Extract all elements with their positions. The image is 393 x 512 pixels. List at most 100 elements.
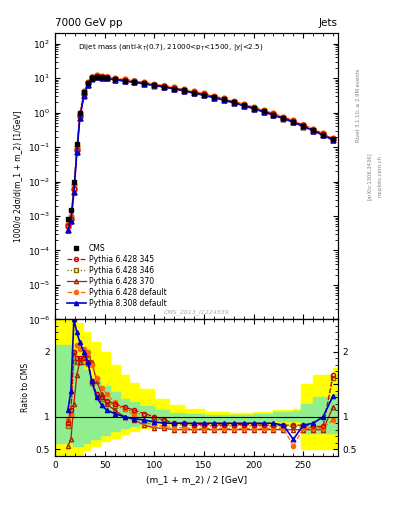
Pythia 6.428 345	[261, 108, 266, 114]
Pythia 8.308 default	[89, 76, 94, 82]
CMS	[291, 118, 296, 124]
Text: mcplots.cern.ch: mcplots.cern.ch	[378, 155, 383, 198]
Pythia 8.308 default	[192, 90, 196, 96]
Pythia 6.428 default	[162, 82, 167, 89]
Pythia 8.308 default	[81, 93, 86, 99]
Pythia 6.428 346	[291, 118, 296, 124]
Pythia 6.428 345	[132, 78, 137, 84]
Pythia 6.428 345	[66, 223, 70, 229]
CMS	[182, 88, 186, 94]
Pythia 6.428 345	[85, 80, 90, 87]
Pythia 6.428 345	[75, 147, 79, 154]
Pythia 6.428 default	[104, 74, 109, 80]
Pythia 6.428 346	[112, 76, 117, 82]
Pythia 6.428 346	[271, 111, 276, 117]
Pythia 6.428 346	[72, 186, 76, 193]
Pythia 6.428 default	[331, 135, 335, 141]
Pythia 6.428 default	[72, 182, 76, 188]
Pythia 6.428 345	[182, 87, 186, 93]
Pythia 6.428 346	[311, 126, 316, 133]
Pythia 8.308 default	[72, 189, 76, 195]
Pythia 6.428 default	[291, 117, 296, 123]
Pythia 6.428 346	[75, 147, 79, 154]
Pythia 6.428 default	[192, 89, 196, 95]
Pythia 6.428 370	[211, 95, 216, 101]
CMS	[202, 92, 206, 98]
Pythia 8.308 default	[132, 79, 137, 86]
CMS	[66, 216, 70, 222]
Pythia 8.308 default	[231, 100, 236, 106]
CMS	[311, 126, 316, 133]
Pythia 6.428 370	[72, 189, 76, 195]
Pythia 6.428 345	[68, 216, 73, 222]
Pythia 6.428 346	[85, 80, 90, 87]
Pythia 8.308 default	[281, 115, 286, 121]
Pythia 8.308 default	[75, 150, 79, 156]
Pythia 6.428 default	[261, 107, 266, 113]
CMS	[152, 82, 157, 88]
Pythia 6.428 default	[152, 81, 157, 87]
Pythia 6.428 346	[99, 74, 104, 80]
Pythia 6.428 370	[122, 78, 127, 84]
CMS	[172, 86, 176, 92]
Pythia 8.308 default	[112, 77, 117, 83]
Pythia 6.428 370	[172, 86, 176, 92]
Pythia 6.428 346	[142, 80, 147, 86]
CMS	[75, 141, 79, 147]
Pythia 6.428 346	[172, 85, 176, 91]
Pythia 6.428 346	[211, 94, 216, 100]
Pythia 6.428 346	[66, 223, 70, 229]
Pythia 6.428 default	[89, 74, 94, 80]
Pythia 6.428 370	[81, 92, 86, 98]
CMS	[301, 122, 306, 129]
Pythia 6.428 346	[261, 108, 266, 114]
Pythia 6.428 370	[261, 109, 266, 115]
Pythia 6.428 346	[104, 74, 109, 80]
Pythia 6.428 346	[152, 81, 157, 88]
Pythia 6.428 370	[132, 79, 137, 86]
Pythia 8.308 default	[152, 82, 157, 89]
Pythia 6.428 default	[311, 125, 316, 132]
Pythia 8.308 default	[331, 137, 335, 143]
Pythia 6.428 345	[231, 99, 236, 105]
Pythia 6.428 345	[202, 91, 206, 97]
Pythia 6.428 default	[321, 130, 325, 136]
CMS	[89, 75, 94, 81]
Pythia 6.428 default	[221, 95, 226, 101]
CMS	[85, 80, 90, 87]
Pythia 6.428 default	[182, 87, 186, 93]
Pythia 6.428 default	[142, 79, 147, 86]
Pythia 6.428 345	[162, 83, 167, 90]
Pythia 6.428 default	[281, 114, 286, 120]
Pythia 6.428 346	[231, 99, 236, 105]
CMS	[281, 115, 286, 121]
Pythia 6.428 370	[301, 123, 306, 130]
Pythia 8.308 default	[68, 218, 73, 224]
Pythia 6.428 default	[99, 73, 104, 79]
Pythia 6.428 370	[142, 81, 147, 87]
Pythia 6.428 345	[301, 122, 306, 129]
CMS	[99, 74, 104, 80]
CMS	[231, 99, 236, 105]
Pythia 6.428 345	[271, 111, 276, 117]
Pythia 8.308 default	[85, 82, 90, 89]
Pythia 6.428 346	[94, 73, 99, 79]
Pythia 6.428 345	[142, 80, 147, 86]
CMS	[211, 94, 216, 100]
Text: CMS_2013_I1224539: CMS_2013_I1224539	[163, 309, 230, 315]
Pythia 6.428 346	[321, 131, 325, 137]
Pythia 6.428 default	[81, 88, 86, 94]
Pythia 8.308 default	[271, 112, 276, 118]
Pythia 8.308 default	[261, 109, 266, 115]
Pythia 6.428 346	[281, 115, 286, 121]
Text: 7000 GeV pp: 7000 GeV pp	[55, 18, 123, 28]
Legend: CMS, Pythia 6.428 345, Pythia 6.428 346, Pythia 6.428 370, Pythia 6.428 default,: CMS, Pythia 6.428 345, Pythia 6.428 346,…	[64, 242, 169, 310]
Pythia 6.428 345	[81, 91, 86, 97]
Pythia 6.428 default	[231, 98, 236, 104]
Pythia 6.428 345	[112, 76, 117, 82]
Text: [arXiv:1306.3436]: [arXiv:1306.3436]	[367, 153, 372, 200]
Pythia 6.428 370	[85, 81, 90, 88]
Pythia 6.428 370	[231, 100, 236, 106]
Pythia 8.308 default	[142, 81, 147, 87]
Text: Rivet 3.1.10, ≥ 2.9M events: Rivet 3.1.10, ≥ 2.9M events	[355, 68, 360, 141]
